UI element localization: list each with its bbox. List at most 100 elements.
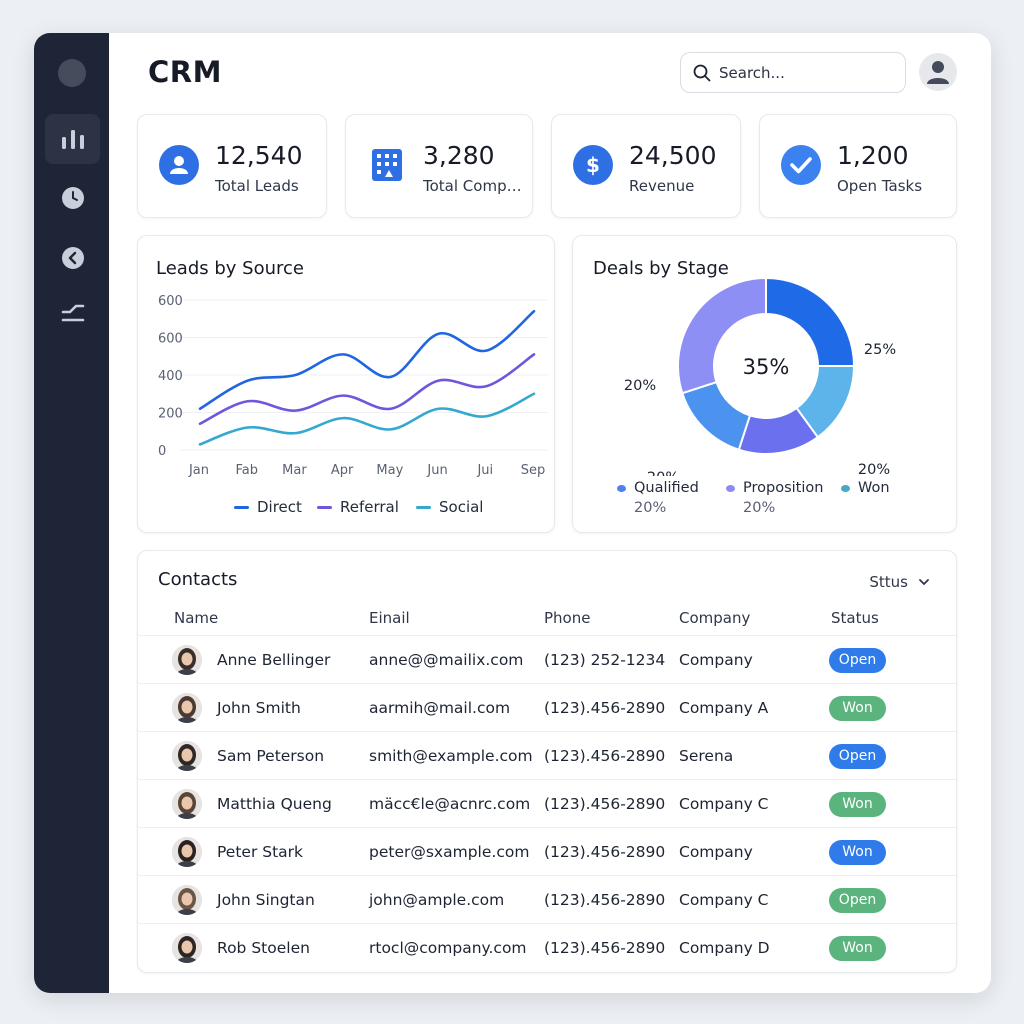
stat-label: Total Companies	[423, 177, 523, 195]
table-row[interactable]: John Singtan john@ample.com (123).456-2890…	[138, 875, 956, 923]
x-tick-label: Sep	[521, 463, 546, 478]
contact-email[interactable]: rtocl@company.com	[369, 939, 527, 957]
contact-name[interactable]: Anne Bellinger	[217, 651, 331, 669]
clock-icon	[61, 187, 84, 209]
stat-card-revenue[interactable]: $ 24,500 Revenue	[551, 114, 741, 218]
x-tick-label: Mar	[282, 463, 307, 478]
donut-legend-proposition: Proposition 20%	[726, 480, 823, 516]
contact-name[interactable]: Sam Peterson	[217, 747, 325, 765]
legend-direct: Direct	[234, 498, 302, 516]
search-input[interactable]	[719, 63, 889, 82]
slice-label: 25%	[864, 342, 896, 358]
contact-company: Company C	[679, 795, 769, 813]
stat-card-open-tasks[interactable]: 1,200 Open Tasks	[759, 114, 957, 218]
stat-value: 12,540	[215, 141, 303, 170]
column-header-email[interactable]: Einail	[369, 609, 410, 627]
search-box[interactable]	[680, 52, 906, 93]
building-icon	[372, 149, 402, 181]
legend-social: Social	[416, 498, 483, 516]
series-line-referral	[198, 353, 536, 426]
contact-company: Company A	[679, 699, 769, 717]
contact-phone: (123).456-2890	[544, 795, 666, 813]
sidebar-item-analytics[interactable]	[45, 114, 100, 164]
contacts-title: Contacts	[158, 569, 238, 590]
bar-chart-icon	[61, 130, 84, 149]
x-tick-label: Jan	[188, 463, 209, 478]
contact-avatar	[172, 789, 202, 819]
search-icon	[693, 64, 711, 81]
sidebar-item-history[interactable]	[45, 173, 100, 223]
sidebar	[34, 33, 109, 993]
table-row[interactable]: Matthia Queng mäcc€le@acnrc.com (123).456-…	[138, 779, 956, 827]
contact-email[interactable]: mäcc€le@acnrc.com	[369, 795, 531, 813]
contact-name[interactable]: John Singtan	[217, 891, 315, 909]
donut-slice	[677, 276, 767, 395]
status-badge[interactable]: Won	[829, 696, 886, 721]
table-row[interactable]: Anne Bellinger anne@@mailix.com (123) 252-…	[138, 635, 956, 683]
check-icon	[781, 145, 821, 185]
slice-label: 20%	[624, 378, 656, 394]
panel-title: Deals by Stage	[593, 258, 729, 279]
status-badge[interactable]: Open	[829, 888, 886, 913]
status-badge[interactable]: Open	[829, 744, 886, 769]
contact-email[interactable]: anne@@mailix.com	[369, 651, 524, 669]
status-badge[interactable]: Won	[829, 840, 886, 865]
logo	[58, 59, 86, 87]
slice-label: 20%	[647, 470, 679, 476]
contact-name[interactable]: Peter Stark	[217, 843, 304, 861]
x-tick-label: Jun	[426, 463, 447, 478]
x-tick-label: May	[376, 463, 403, 478]
user-avatar[interactable]	[919, 53, 957, 91]
contact-email[interactable]: aarmih@mail.com	[369, 699, 511, 717]
contact-email[interactable]: john@ample.com	[369, 891, 505, 909]
contact-phone: (123).456-2890	[544, 747, 666, 765]
contact-avatar	[172, 837, 202, 867]
y-tick-label: 400	[158, 369, 183, 384]
stat-card-total-companies[interactable]: 3,280 Total Companies	[345, 114, 533, 218]
main-content: CRM 12,540 Total Le	[109, 33, 991, 993]
contact-email[interactable]: peter@sxample.com	[369, 843, 530, 861]
status-badge[interactable]: Won	[829, 936, 886, 961]
crm-window: CRM 12,540 Total Le	[34, 33, 991, 993]
x-tick-label: Apr	[331, 463, 354, 478]
status-badge[interactable]: Won	[829, 792, 886, 817]
chevron-left-icon	[61, 247, 84, 269]
donut-slice	[765, 276, 856, 367]
donut-center-label: 35%	[743, 355, 790, 379]
stat-value: 3,280	[423, 141, 495, 170]
user-icon	[159, 145, 199, 185]
contact-avatar	[172, 693, 202, 723]
contact-name[interactable]: Matthia Queng	[217, 795, 332, 813]
table-row[interactable]: Rob Stoelen rtocl@company.com (123).456-28…	[138, 923, 956, 971]
contact-company: Serena	[679, 747, 734, 765]
sidebar-item-reports[interactable]	[45, 288, 100, 338]
stat-label: Revenue	[629, 177, 695, 195]
stat-card-total-leads[interactable]: 12,540 Total Leads	[137, 114, 327, 218]
column-header-company[interactable]: Company	[679, 609, 751, 627]
contact-company: Company	[679, 843, 753, 861]
table-row[interactable]: Sam Peterson smith@example.com (123).456-2…	[138, 731, 956, 779]
column-header-phone[interactable]: Phone	[544, 609, 591, 627]
table-row[interactable]: John Smith aarmih@mail.com (123).456-2890 C…	[138, 683, 956, 731]
contact-name[interactable]: Rob Stoelen	[217, 939, 310, 957]
sidebar-item-back[interactable]	[45, 233, 100, 283]
column-header-status[interactable]: Status	[831, 609, 879, 627]
contact-phone: (123).456-2890	[544, 843, 666, 861]
contact-email[interactable]: smith@example.com	[369, 747, 533, 765]
stat-label: Total Leads	[215, 177, 299, 195]
contact-phone: (123) 252-1234	[544, 651, 666, 669]
contact-company: Company	[679, 651, 753, 669]
x-tick-label: Fab	[235, 463, 258, 478]
x-tick-label: Jui	[476, 463, 493, 478]
contact-avatar	[172, 741, 202, 771]
table-row[interactable]: Peter Stark peter@sxample.com (123).456-28…	[138, 827, 956, 875]
leads-by-source-panel: Leads by Source 600 600 400 200 0 Jan Fab Mar Ap…	[137, 235, 555, 533]
donut-slice	[681, 380, 752, 451]
contact-phone: (123).456-2890	[544, 891, 666, 909]
column-header-name[interactable]: Name	[174, 609, 219, 627]
status-filter-dropdown[interactable]: Sttus	[869, 573, 930, 591]
slice-label: 20%	[858, 462, 890, 476]
status-badge[interactable]: Open	[829, 648, 886, 673]
contact-name[interactable]: John Smith	[217, 699, 301, 717]
contact-company: Company C	[679, 891, 769, 909]
